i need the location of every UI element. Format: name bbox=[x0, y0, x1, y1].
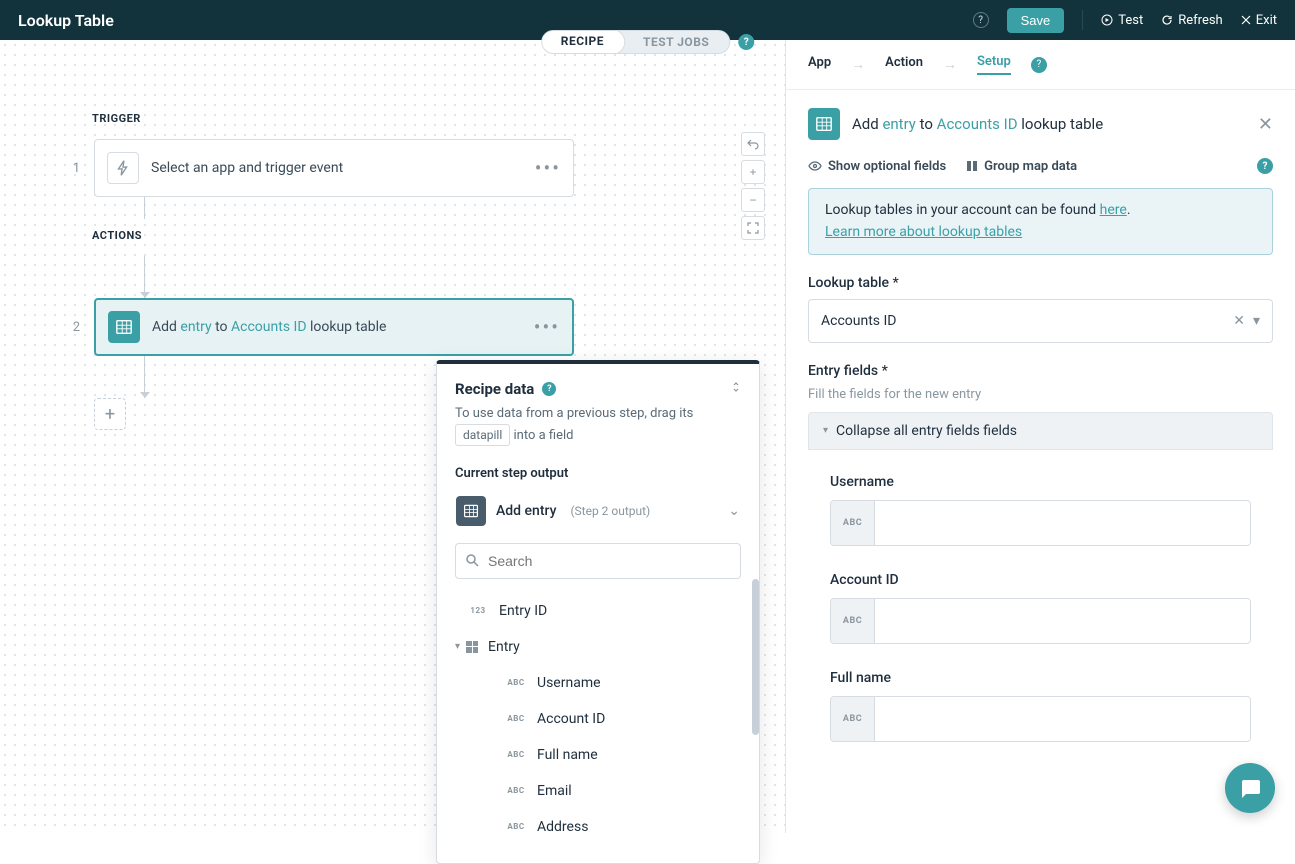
lookup-table-label: Lookup table * bbox=[808, 275, 1273, 291]
config-panel: App → Action → Setup ? Add entry to Acco… bbox=[786, 40, 1295, 833]
actions-section-label: ACTIONS bbox=[92, 229, 785, 242]
search-icon bbox=[465, 553, 479, 571]
lookup-table-select[interactable]: Accounts ID ✕ ▾ bbox=[808, 299, 1273, 343]
recipe-data-panel: Recipe data ? To use data from a previou… bbox=[436, 360, 760, 864]
chat-button[interactable] bbox=[1225, 763, 1275, 813]
step-more-icon[interactable]: ••• bbox=[534, 315, 560, 339]
full-name-input[interactable] bbox=[875, 697, 1250, 741]
tab-action[interactable]: Action bbox=[885, 55, 923, 74]
chevron-down-icon: ⌄ bbox=[728, 503, 740, 519]
arrow-icon: → bbox=[851, 56, 865, 73]
lookup-table-icon bbox=[808, 108, 840, 140]
full-name-label: Full name bbox=[830, 670, 1251, 686]
view-tabs: RECIPE TEST JOBS ? bbox=[541, 30, 755, 54]
datapill-address[interactable]: ABCAddress bbox=[455, 809, 741, 845]
panel-title: Add entry to Accounts ID lookup table bbox=[852, 115, 1103, 133]
tab-recipe[interactable]: RECIPE bbox=[541, 30, 624, 54]
save-button[interactable]: Save bbox=[1007, 8, 1065, 33]
recipe-data-hint: To use data from a previous step, drag i… bbox=[455, 404, 741, 446]
username-label: Username bbox=[830, 474, 1251, 490]
exit-button[interactable]: Exit bbox=[1241, 13, 1277, 28]
panel-tabs: App → Action → Setup ? bbox=[786, 40, 1295, 90]
help-icon[interactable]: ? bbox=[1031, 57, 1047, 73]
here-link[interactable]: here bbox=[1100, 202, 1127, 218]
trigger-step-text: Select an app and trigger event bbox=[151, 160, 523, 176]
text-type-badge: ABC bbox=[831, 501, 875, 545]
show-optional-fields-toggle[interactable]: Show optional fields bbox=[808, 159, 946, 174]
collapse-entry-fields-button[interactable]: ▾ Collapse all entry fields fields bbox=[808, 412, 1273, 450]
datapill-full-name[interactable]: ABCFull name bbox=[455, 737, 741, 773]
action-step-text: Add entry to Accounts ID lookup table bbox=[152, 319, 522, 335]
step-number: 1 bbox=[60, 161, 80, 176]
panel-title-row: Add entry to Accounts ID lookup table ✕ bbox=[786, 90, 1295, 158]
entry-fields-label: Entry fields * bbox=[808, 363, 1273, 379]
scrollbar[interactable] bbox=[752, 579, 759, 735]
learn-more-link[interactable]: Learn more about lookup tables bbox=[825, 224, 1022, 240]
datapill-search-input[interactable] bbox=[455, 543, 741, 579]
page-title: Lookup Table bbox=[18, 11, 973, 30]
add-step-button[interactable]: + bbox=[94, 398, 126, 430]
recipe-step-selector[interactable]: Add entry (Step 2 output) ⌄ bbox=[455, 491, 741, 531]
entry-fields-hint: Fill the fields for the new entry bbox=[808, 387, 1273, 402]
info-banner: Lookup tables in your account can be fou… bbox=[808, 188, 1273, 255]
lookup-table-icon bbox=[456, 496, 486, 526]
panel-options: Show optional fields Group map data ? bbox=[786, 158, 1295, 188]
close-icon[interactable]: ✕ bbox=[1258, 114, 1273, 135]
help-icon[interactable]: ? bbox=[973, 12, 989, 28]
account-id-input[interactable] bbox=[875, 599, 1250, 643]
tabs-help-icon[interactable]: ? bbox=[738, 34, 754, 50]
datapill-username[interactable]: ABCUsername bbox=[455, 665, 741, 701]
divider bbox=[1082, 10, 1083, 30]
lookup-table-icon bbox=[108, 311, 140, 343]
refresh-button[interactable]: Refresh bbox=[1161, 13, 1222, 28]
datapill-email[interactable]: ABCEmail bbox=[455, 773, 741, 809]
trigger-icon bbox=[107, 152, 139, 184]
group-map-data-toggle[interactable]: Group map data bbox=[966, 159, 1077, 174]
step-more-icon[interactable]: ••• bbox=[535, 156, 561, 180]
recipe-canvas: + − TRIGGER 1 Select an app and trigger … bbox=[0, 40, 786, 833]
help-icon[interactable]: ? bbox=[542, 382, 556, 396]
trigger-section-label: TRIGGER bbox=[92, 112, 785, 125]
tab-test-jobs[interactable]: TEST JOBS bbox=[623, 31, 729, 53]
datapill-entry-id[interactable]: 123Entry ID bbox=[455, 593, 741, 629]
clear-icon[interactable]: ✕ bbox=[1233, 313, 1245, 329]
tab-app[interactable]: App bbox=[808, 55, 831, 74]
help-icon[interactable]: ? bbox=[1257, 158, 1273, 174]
trigger-step-card[interactable]: Select an app and trigger event ••• bbox=[94, 139, 574, 197]
account-id-label: Account ID bbox=[830, 572, 1251, 588]
test-button[interactable]: Test bbox=[1101, 13, 1143, 28]
datapill-entry-group[interactable]: ▾Entry bbox=[455, 629, 741, 665]
username-input[interactable] bbox=[875, 501, 1250, 545]
tab-setup[interactable]: Setup bbox=[977, 54, 1011, 75]
text-type-badge: ABC bbox=[831, 599, 875, 643]
recipe-data-title: Recipe data bbox=[455, 380, 534, 398]
action-step-card[interactable]: Add entry to Accounts ID lookup table ••… bbox=[94, 298, 574, 356]
text-type-badge: ABC bbox=[831, 697, 875, 741]
chevron-down-icon[interactable]: ▾ bbox=[1253, 313, 1260, 329]
current-step-output-label: Current step output bbox=[437, 456, 759, 481]
expand-icon[interactable] bbox=[731, 380, 741, 398]
step-number: 2 bbox=[60, 320, 80, 335]
datapill-account-id[interactable]: ABCAccount ID bbox=[455, 701, 741, 737]
arrow-icon: → bbox=[943, 56, 957, 73]
